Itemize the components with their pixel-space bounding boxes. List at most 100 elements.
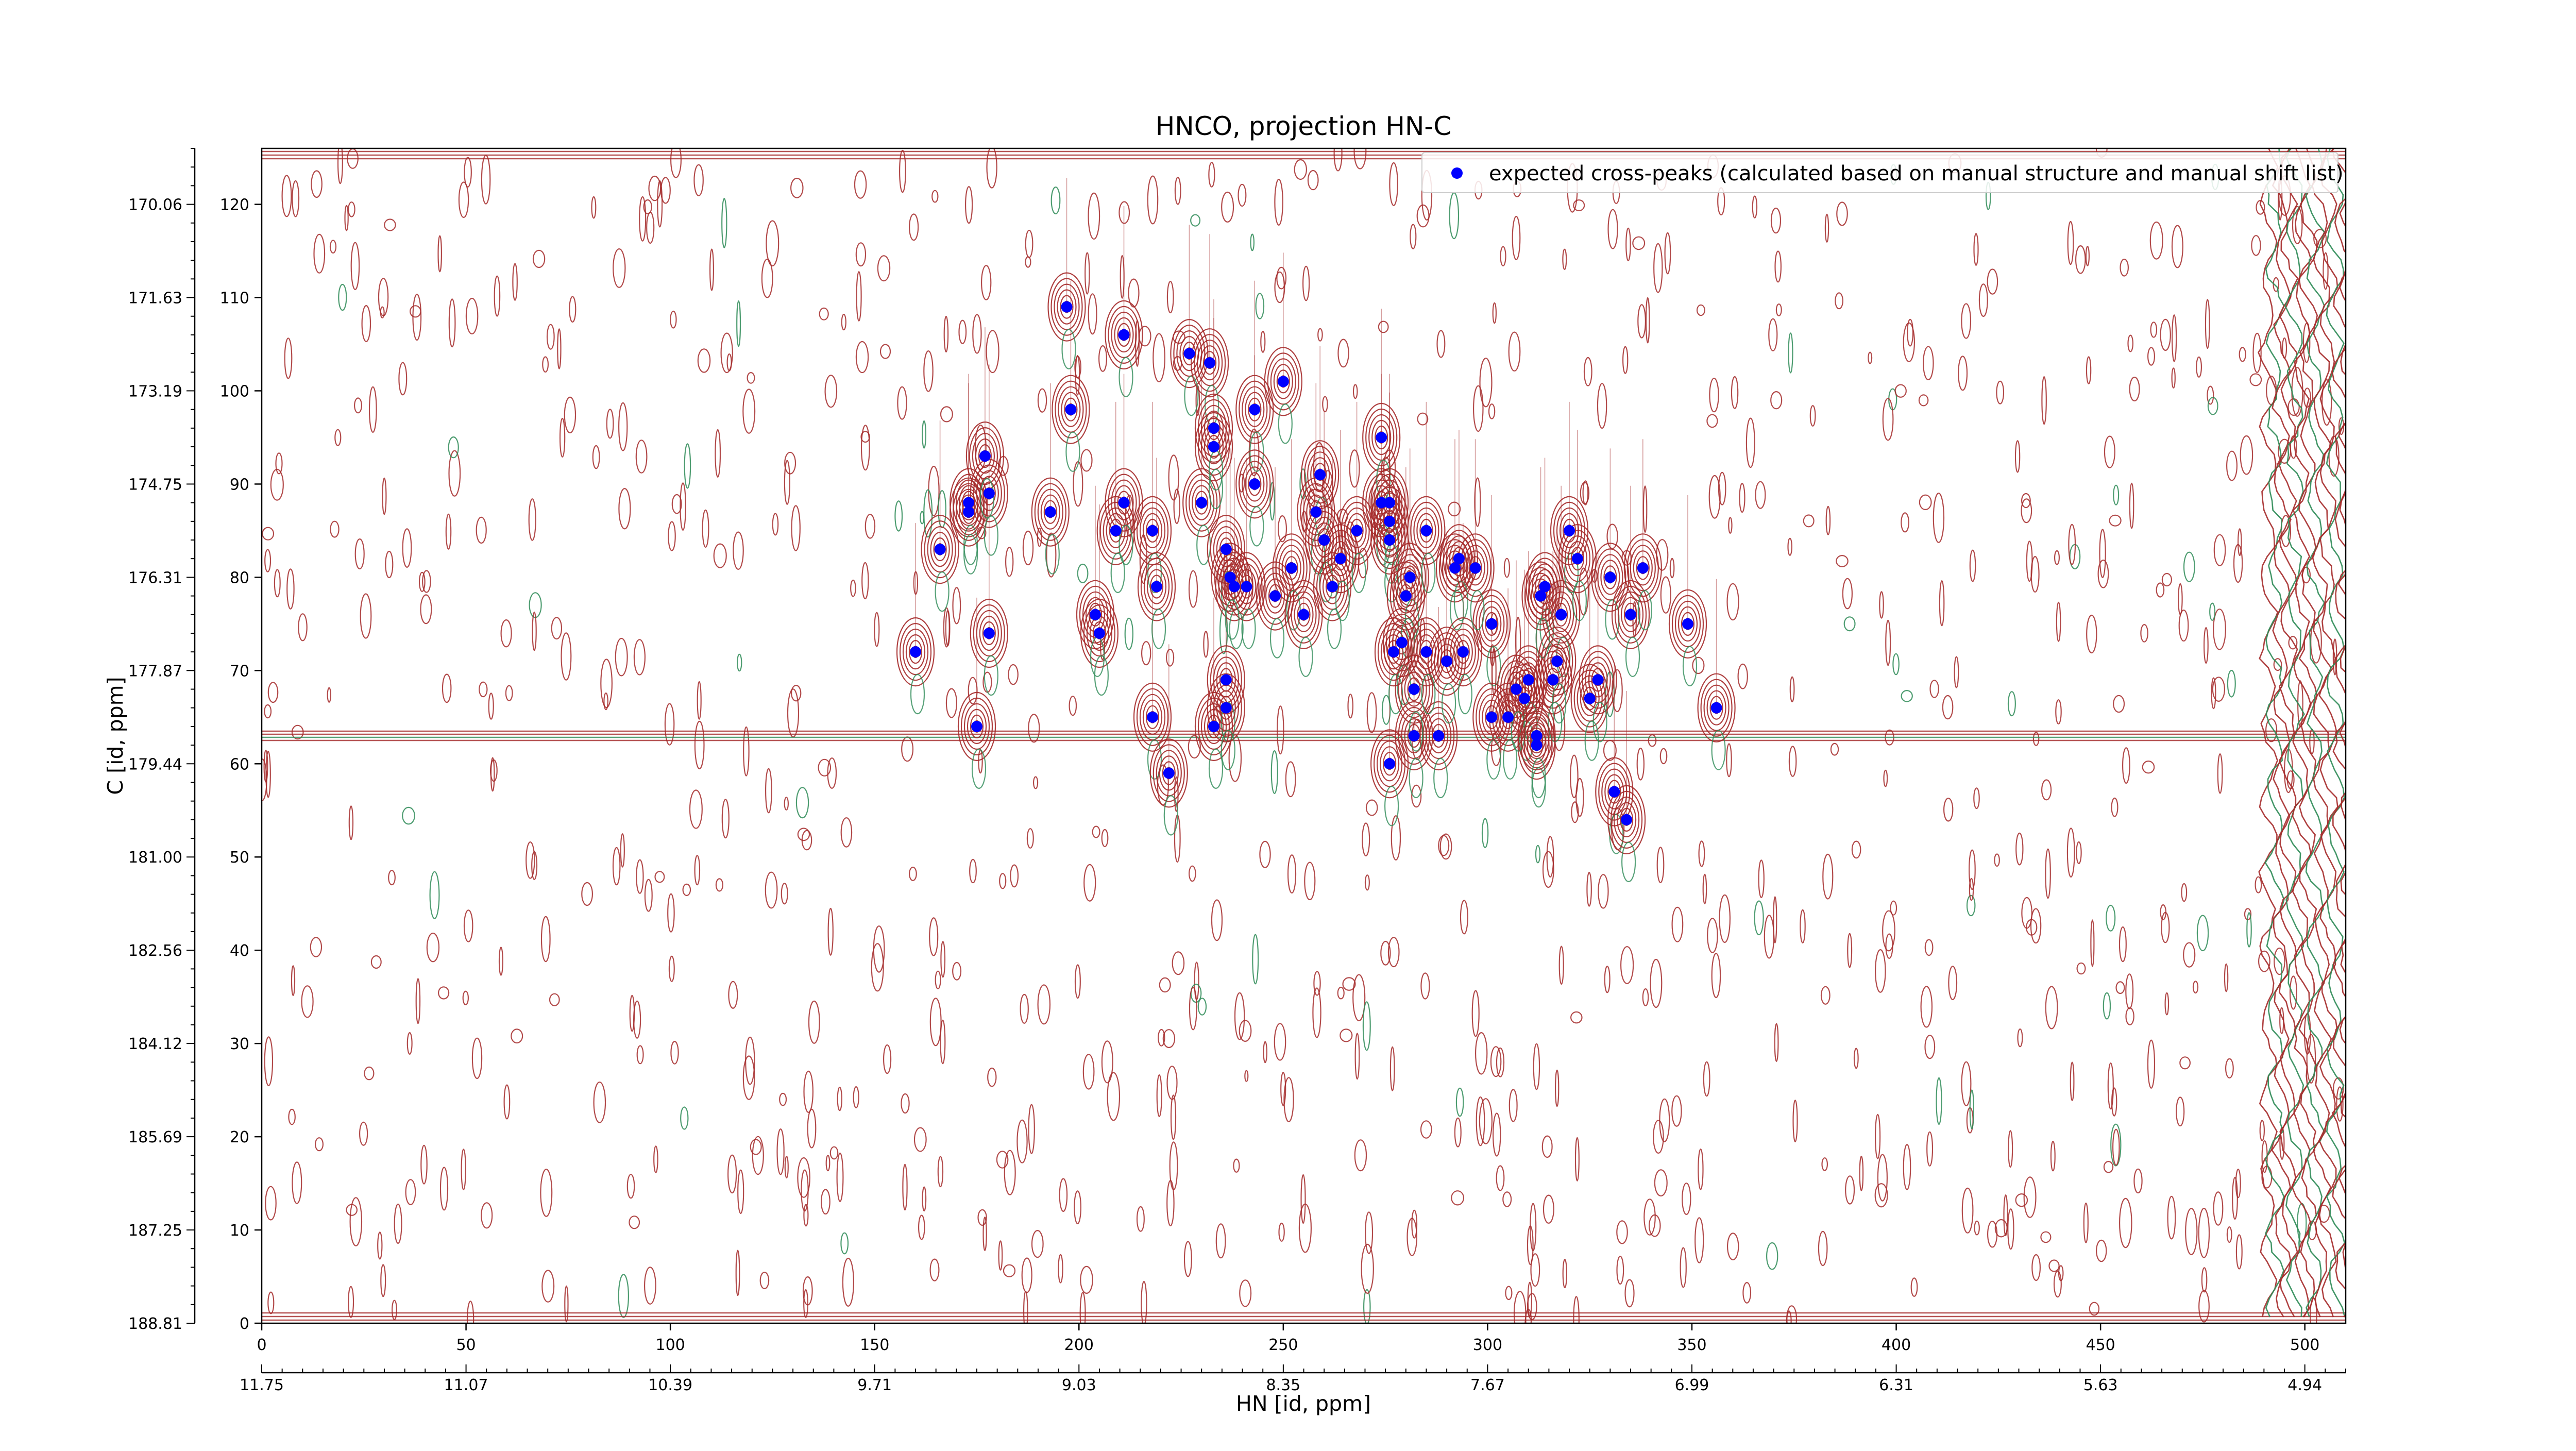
noise-contour <box>361 305 371 342</box>
noise-contour <box>1546 836 1554 878</box>
noise-contour <box>615 637 628 677</box>
noise-contour <box>1411 1209 1418 1239</box>
noise-contour <box>2224 963 2229 992</box>
legend-label: expected cross-peaks (calculated based o… <box>1489 162 2344 185</box>
noise-contour <box>442 673 452 703</box>
peak-contour <box>1216 531 1236 567</box>
noise-contour <box>2129 376 2140 401</box>
noise-contour <box>511 1028 523 1044</box>
noise-contour <box>928 465 940 516</box>
noise-contour <box>592 445 600 469</box>
noise-contour <box>2179 1056 2191 1070</box>
peak-contour-negative <box>1449 590 1465 631</box>
cross-peak-marker <box>1420 646 1432 658</box>
peak-contour <box>970 598 1008 668</box>
noise-contour <box>284 338 293 379</box>
noise-contour <box>1333 148 1343 172</box>
cross-peak-marker <box>1318 534 1330 546</box>
noise-contour <box>2110 1123 2122 1167</box>
noise-contour <box>264 549 272 572</box>
noise-contour <box>1636 748 1645 781</box>
noise-contour <box>310 937 323 957</box>
noise-contour <box>1859 1155 1864 1191</box>
noise-contour <box>784 460 791 505</box>
peak-contour <box>1416 634 1436 670</box>
noise-contour <box>1159 977 1171 993</box>
noise-contour <box>314 1137 324 1152</box>
peak-contour-negative <box>1409 711 1423 752</box>
noise-contour <box>803 1070 814 1113</box>
noise-contour <box>908 213 919 241</box>
noise-contour <box>481 1202 493 1229</box>
cross-peak-marker <box>1224 571 1236 583</box>
peak-contour <box>957 691 996 762</box>
noise-contour <box>2107 1062 2114 1110</box>
noise-contour <box>2127 334 2133 352</box>
noise-contour <box>735 1250 740 1296</box>
cross-peak-marker <box>1241 581 1252 593</box>
noise-contour <box>1562 1259 1567 1289</box>
peak-contour <box>1626 539 1659 597</box>
noise-contour <box>982 1217 987 1251</box>
noise-contour <box>1234 992 1245 1040</box>
cross-peak-marker <box>1376 432 1387 443</box>
peak-contour <box>1189 479 1215 526</box>
noise-contour <box>274 569 281 598</box>
noise-contour <box>2111 1087 2117 1117</box>
noise-contour <box>437 235 443 273</box>
cross-peak-marker <box>1151 581 1162 593</box>
noise-contour <box>1892 653 1900 676</box>
peak-contour <box>1500 660 1532 718</box>
noise-contour <box>2113 695 2125 713</box>
noise-contour <box>1455 1087 1464 1117</box>
noise-contour <box>2196 356 2202 378</box>
peak-contour <box>1264 347 1302 416</box>
cross-peak-marker <box>1551 655 1563 667</box>
noise-contour <box>1037 984 1051 1025</box>
noise-contour <box>920 511 925 525</box>
noise-contour <box>1475 1032 1488 1075</box>
noise-contour <box>292 1161 302 1204</box>
noise-contour <box>1496 1047 1505 1077</box>
noise-contour <box>802 1276 813 1306</box>
noise-contour <box>1366 692 1377 733</box>
noise-contour <box>1789 676 1795 703</box>
noise-contour <box>1770 207 1782 234</box>
noise-contour <box>1337 986 1345 1000</box>
noise-contour <box>1708 475 1721 519</box>
peak-contour <box>1413 507 1439 554</box>
noise-contour <box>1573 1296 1580 1323</box>
cross-peak-marker <box>1604 571 1616 583</box>
noise-contour <box>1582 480 1589 505</box>
ppm-tick-label: 182.56 <box>128 942 182 960</box>
noise-contour <box>360 593 372 639</box>
noise-contour <box>1285 761 1296 798</box>
noise-contour <box>402 528 412 568</box>
noise-contour <box>415 978 421 1024</box>
noise-contour <box>668 955 675 982</box>
noise-contour <box>348 805 354 840</box>
ppm-tick-label: 174.75 <box>128 476 182 494</box>
noise-contour <box>1278 1222 1285 1242</box>
chart-title: HNCO, projection HN-C <box>1156 111 1452 141</box>
noise-contour <box>1500 246 1506 266</box>
peak-contour <box>1111 479 1137 526</box>
peak-contour <box>1153 744 1185 802</box>
noise-contour <box>2066 828 2075 878</box>
noise-contour <box>406 1032 413 1055</box>
ppm-tick-label: 5.63 <box>2083 1376 2118 1394</box>
noise-contour <box>1694 1217 1704 1263</box>
cross-peak-marker <box>1204 357 1216 369</box>
peak-contour-negative <box>1421 552 1436 594</box>
noise-contour <box>2226 1226 2232 1243</box>
noise-contour <box>639 196 647 242</box>
water-contour <box>2298 148 2318 1318</box>
noise-contour <box>643 199 652 214</box>
noise-contour <box>1410 224 1417 249</box>
noise-contour <box>1875 1113 1881 1159</box>
peak-contour-negative <box>1682 646 1698 687</box>
noise-contour <box>1417 412 1429 426</box>
peak-contour <box>1055 380 1087 438</box>
noise-contour <box>2160 318 2171 351</box>
peak-contour-negative <box>1221 730 1235 770</box>
